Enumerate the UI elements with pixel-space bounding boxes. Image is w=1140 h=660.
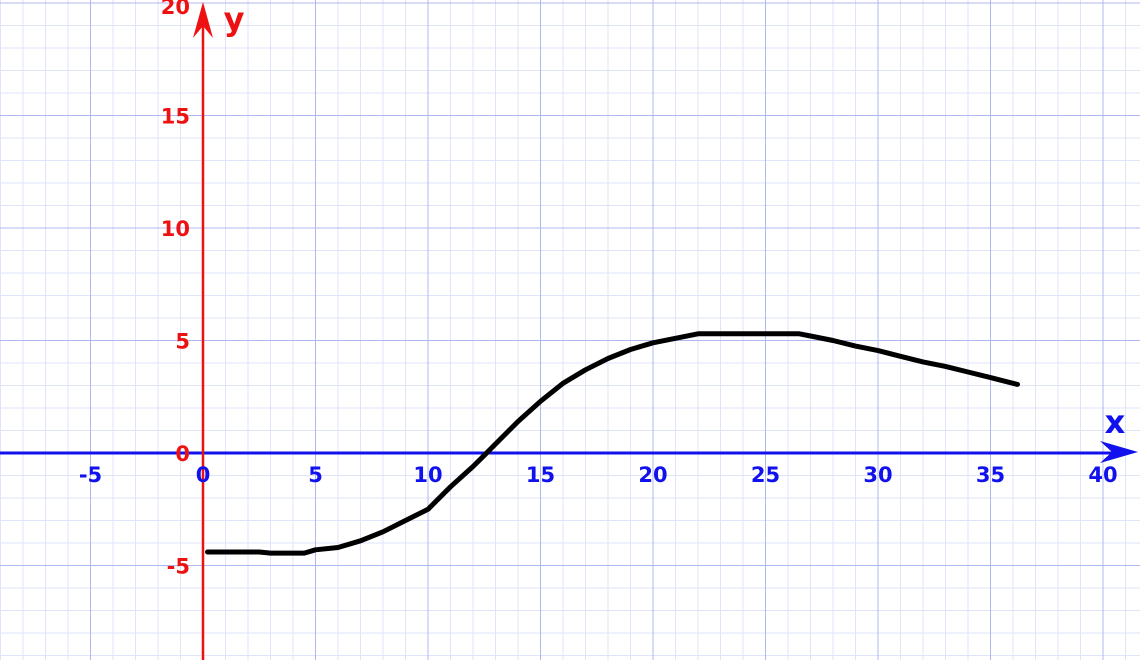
x-tick-label: 40 — [1088, 463, 1117, 487]
x-tick-label: 15 — [526, 463, 555, 487]
y-tick-label: 10 — [161, 217, 190, 241]
x-tick-label: 20 — [638, 463, 667, 487]
x-tick-label: 0 — [196, 463, 211, 487]
y-tick-label: 15 — [161, 105, 190, 129]
y-axis-label: y — [224, 0, 245, 38]
y-tick-label: 0 — [175, 442, 190, 466]
y-tick-label: -5 — [167, 555, 190, 579]
labels-layer: -5 0 5 10 15 20 25 30 35 40 20 15 10 5 0 -5 x y — [79, 0, 1126, 579]
x-tick-label: 25 — [751, 463, 780, 487]
y-tick-label: 20 — [161, 0, 190, 19]
x-axis-label: x — [1105, 403, 1126, 441]
series-line — [205, 331, 1020, 556]
x-tick-label: 30 — [863, 463, 892, 487]
y-axis-arrowhead — [193, 2, 213, 38]
x-tick-label: 35 — [976, 463, 1005, 487]
x-tick-label: 10 — [413, 463, 442, 487]
x-tick-label: 5 — [308, 463, 323, 487]
y-tick-label: 5 — [175, 330, 190, 354]
x-tick-label: -5 — [79, 463, 102, 487]
series-layer — [205, 331, 1020, 556]
x-axis-arrowhead — [1100, 441, 1138, 463]
